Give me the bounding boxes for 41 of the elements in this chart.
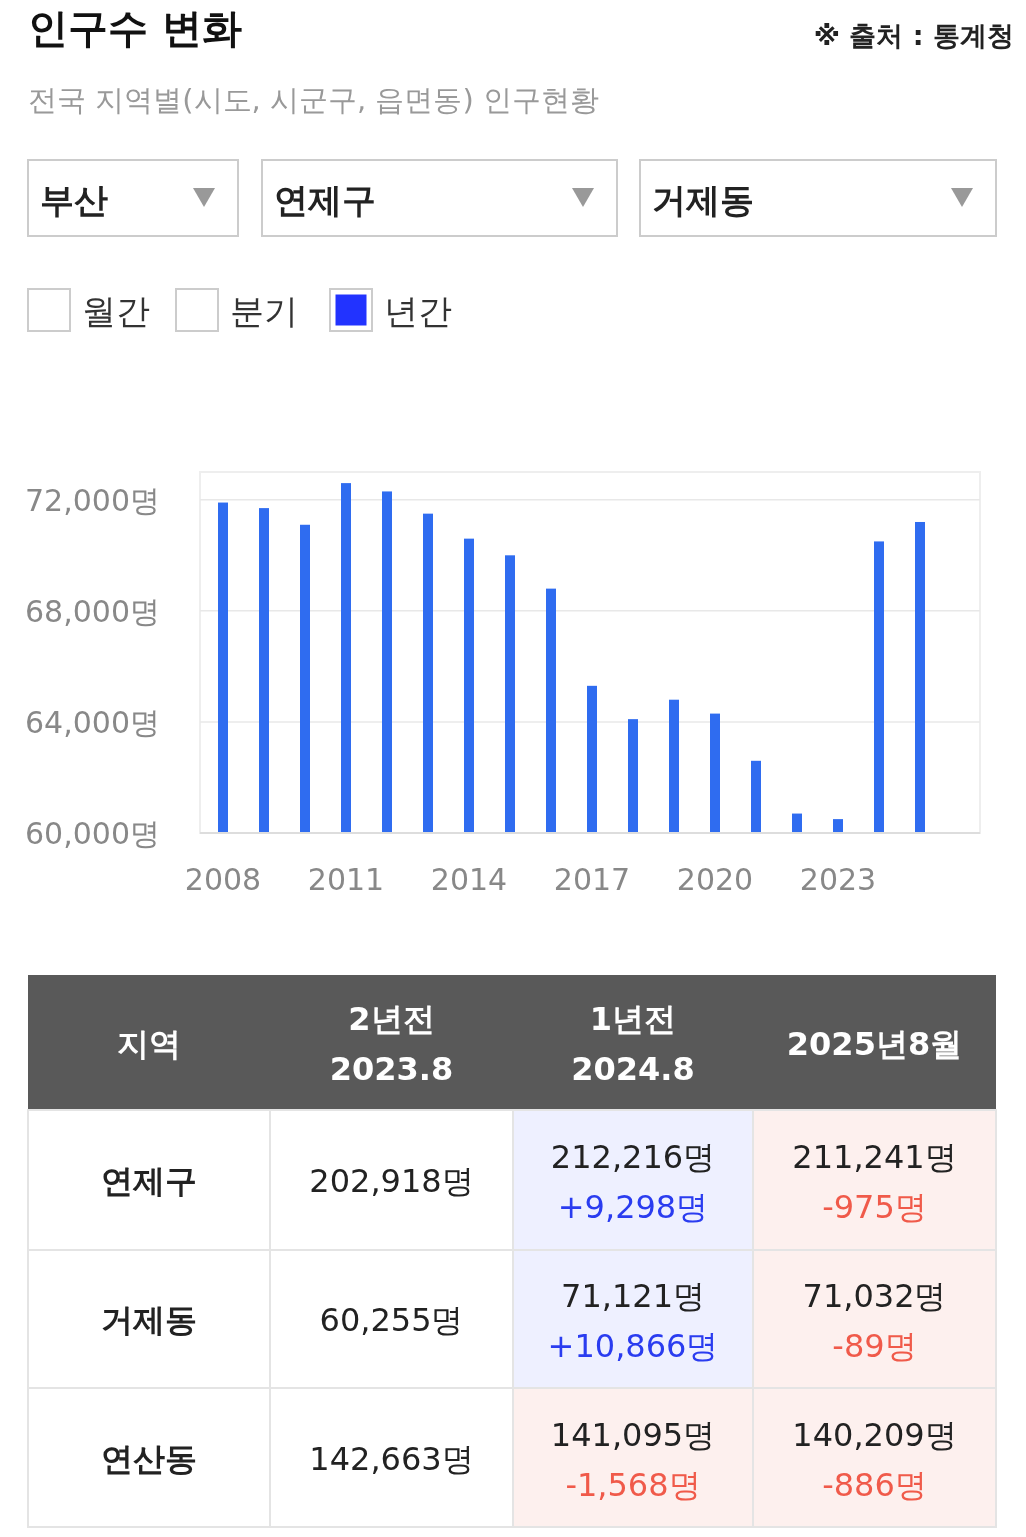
text: 거제동 bbox=[652, 180, 754, 220]
text: 연제구 bbox=[274, 180, 376, 220]
text: -1,568명 bbox=[565, 1465, 701, 1504]
text: 211,241명 bbox=[792, 1138, 957, 1176]
text: 월간 bbox=[82, 291, 150, 331]
text: -886명 bbox=[822, 1465, 927, 1504]
text: ※ 출처 : 통계청 bbox=[813, 20, 1014, 51]
text: 140,209명 bbox=[792, 1415, 957, 1454]
x-tick-label: 2008 bbox=[184, 862, 262, 897]
text: 년간 bbox=[384, 291, 452, 331]
y-tick-label: 60,000명 bbox=[25, 816, 160, 851]
chart-subtitle: 전국 지역별(시도, 시군구, 읍면동) 인구현황 bbox=[28, 83, 599, 117]
y-tick-label: 64,000명 bbox=[25, 704, 160, 740]
y-tick-label: 68,000명 bbox=[25, 593, 160, 629]
text: -975명 bbox=[822, 1188, 927, 1226]
x-tick-label: 2023 bbox=[799, 862, 877, 897]
text: -89명 bbox=[832, 1327, 917, 1365]
text: 지역 bbox=[117, 1025, 181, 1063]
x-tick-label: 2017 bbox=[553, 862, 631, 897]
text: 연산동 bbox=[101, 1439, 197, 1478]
chart-title: 인구수 변화 bbox=[28, 5, 242, 51]
text: +9,298명 bbox=[557, 1188, 709, 1226]
text: 71,032명 bbox=[802, 1277, 947, 1315]
text: 202,918명 bbox=[309, 1162, 474, 1200]
x-tick-label: 2014 bbox=[430, 862, 508, 897]
text: 212,216명 bbox=[550, 1138, 716, 1176]
text: 60,255명 bbox=[319, 1301, 464, 1339]
text: 71,121명 bbox=[561, 1277, 705, 1315]
text: 1년전 2024.8 bbox=[571, 1000, 695, 1088]
text: 연제구 bbox=[101, 1162, 197, 1200]
text: 2년전 2023.8 bbox=[329, 1000, 454, 1088]
text: 141,095명 bbox=[550, 1415, 716, 1454]
y-tick-label: 72,000명 bbox=[25, 482, 160, 518]
text: +10,866명 bbox=[547, 1327, 719, 1365]
x-tick-label: 2020 bbox=[676, 862, 754, 897]
x-tick-label: 2011 bbox=[307, 862, 385, 897]
text: 분기 bbox=[230, 291, 298, 331]
text: 거제동 bbox=[101, 1301, 197, 1339]
text: 142,663명 bbox=[309, 1439, 474, 1478]
text: 2025년8월 bbox=[786, 1025, 963, 1063]
text: 부산 bbox=[40, 180, 108, 220]
